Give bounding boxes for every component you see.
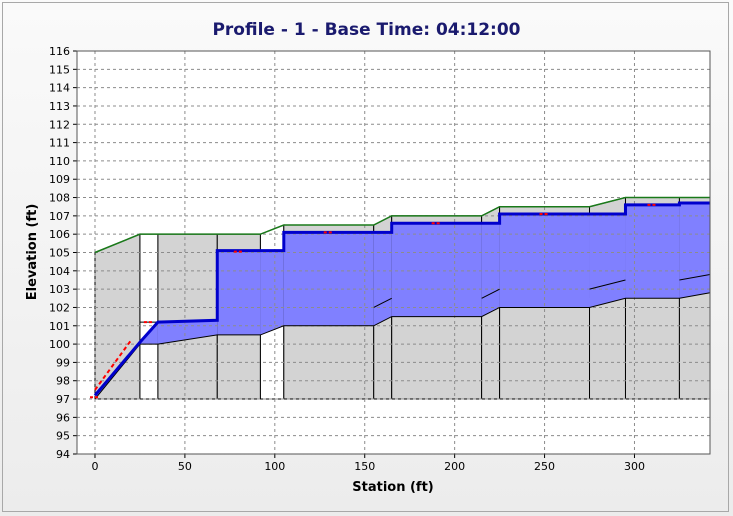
water-area — [481, 223, 500, 317]
water-area — [157, 320, 218, 345]
x-axis-label: Station (ft) — [352, 480, 434, 495]
x-tick-label: 50 — [178, 460, 192, 473]
water-area — [499, 214, 590, 308]
ground-segment — [157, 233, 218, 400]
x-tick-label: 150 — [354, 460, 375, 473]
y-tick-label: 108 — [49, 192, 70, 205]
y-tick-label: 111 — [49, 137, 70, 150]
water-area — [679, 203, 710, 299]
y-tick-label: 96 — [56, 411, 70, 424]
y-tick-label: 97 — [56, 393, 70, 406]
ground-segment — [139, 233, 159, 400]
x-tick-label: 0 — [91, 460, 98, 473]
culvert-crown-line — [589, 279, 626, 290]
water-area — [217, 250, 261, 335]
water-area — [589, 214, 626, 308]
water-area — [391, 223, 482, 317]
y-tick-label: 104 — [49, 265, 70, 278]
plot-border — [76, 50, 711, 455]
y-tick-label: 100 — [49, 338, 70, 351]
y-tick-label: 95 — [56, 430, 70, 443]
critical-depth-mark — [94, 339, 132, 391]
y-tick-label: 112 — [49, 118, 70, 131]
y-tick-label: 103 — [49, 283, 70, 296]
x-tick-label: 200 — [444, 460, 465, 473]
y-tick-label: 116 — [49, 45, 70, 58]
y-tick-label: 115 — [49, 63, 70, 76]
y-tick-label: 105 — [49, 247, 70, 260]
chart-title: Profile - 1 - Base Time: 04:12:00 — [212, 20, 521, 40]
channel-bed-line — [94, 292, 711, 400]
water-surface-line — [93, 201, 710, 397]
y-tick-label: 109 — [49, 173, 70, 186]
water-area — [260, 250, 284, 335]
x-tick-label: 250 — [534, 460, 555, 473]
water-area — [373, 232, 392, 326]
culvert-crown-line — [373, 297, 392, 308]
x-tick-label: 300 — [624, 460, 645, 473]
ground-segment — [94, 233, 141, 400]
y-tick-label: 110 — [49, 155, 70, 168]
y-tick-label: 99 — [56, 356, 70, 369]
y-tick-label: 101 — [49, 320, 70, 333]
y-tick-label: 94 — [56, 448, 70, 461]
top-of-bank-line — [94, 196, 710, 254]
y-axis-label: Elevation (ft) — [25, 204, 40, 301]
y-tick-label: 107 — [49, 210, 70, 223]
x-tick-label: 100 — [264, 460, 285, 473]
y-tick-label: 114 — [49, 82, 70, 95]
water-area — [625, 204, 680, 299]
culvert-crown-line — [481, 288, 500, 299]
y-tick-label: 106 — [49, 228, 70, 241]
y-tick-label: 113 — [49, 100, 70, 113]
culvert-crown-line — [679, 273, 711, 281]
y-tick-label: 98 — [56, 375, 70, 388]
y-tick-label: 102 — [49, 301, 70, 314]
water-area — [283, 232, 374, 326]
